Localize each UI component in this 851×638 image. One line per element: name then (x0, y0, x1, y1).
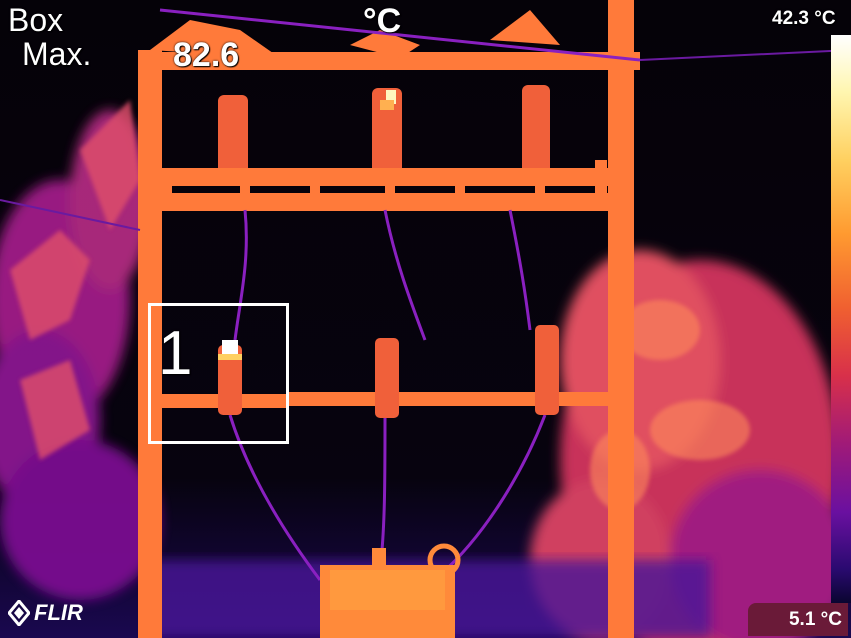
hotspot-box (222, 340, 238, 356)
scale-min-label: 5.1 °C (788, 609, 842, 630)
measure-value: 82.6 (173, 36, 240, 74)
top-insulators (218, 85, 550, 180)
left-tree-detail (10, 100, 140, 460)
scale-max-label: 42.3 °C (772, 8, 836, 29)
flir-diamond-icon (8, 600, 30, 626)
measurement-box (148, 303, 289, 444)
lower-insulators (218, 325, 559, 418)
scale-min-badge: 5.1 °C (748, 603, 848, 636)
measurement-box-number: 1 (158, 319, 193, 388)
unit-label: °C (363, 2, 402, 40)
temperature-colorbar (831, 35, 851, 603)
measure-label-max: Max. (22, 36, 92, 72)
flir-logo-text: FLIR (34, 600, 83, 625)
flir-logo: FLIR (8, 598, 83, 628)
top-crossarm (140, 10, 640, 70)
middle-frame (155, 160, 625, 211)
measure-label-box: Box (8, 2, 64, 38)
hotspot-top (386, 90, 396, 104)
